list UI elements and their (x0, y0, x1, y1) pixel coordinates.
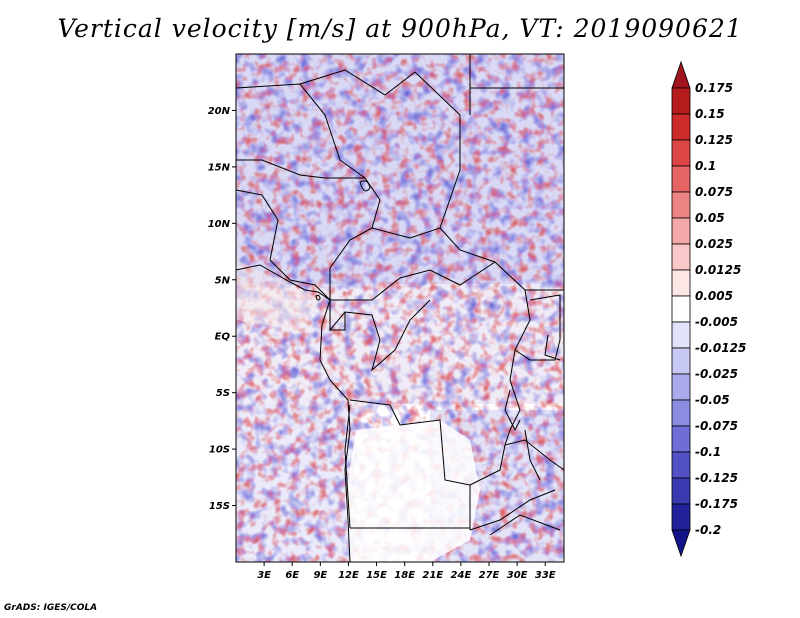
colorbar-swatch (671, 373, 691, 401)
lat-label: 5S (216, 388, 230, 399)
lon-label: 15E (366, 570, 387, 581)
colorbar-label: -0.1 (695, 445, 721, 459)
colorbar-label: 0.175 (695, 81, 733, 95)
map-title: Vertical velocity [m/s] at 900hPa, VT: 2… (57, 14, 743, 43)
colorbar-label: 0.1 (695, 159, 716, 173)
colorbar-swatch (671, 321, 691, 349)
lon-label: 18E (394, 570, 415, 581)
colorbar-swatch (671, 295, 691, 323)
colorbar-label: 0.125 (695, 133, 733, 147)
colorbar-swatch (671, 191, 691, 219)
plot-frame (235, 53, 565, 563)
colorbar-label: -0.075 (695, 419, 738, 433)
colorbar-swatch (671, 451, 691, 479)
colorbar-label: 0.15 (695, 107, 725, 121)
lon-label: 21E (422, 570, 443, 581)
lat-label: 15S (209, 501, 230, 512)
colorbar-swatch (671, 347, 691, 375)
colorbar-swatch (671, 399, 691, 427)
lon-label: 6E (285, 570, 299, 581)
longitude-labels: 3E 6E 9E 12E 15E 18E 21E 24E 27E 30E 33E (257, 562, 556, 581)
colorbar-swatch (671, 139, 691, 167)
lon-label: 24E (451, 570, 472, 581)
colorbar-swatch (671, 529, 691, 558)
colorbar-label: -0.025 (695, 367, 738, 381)
colorbar-label: 0.0125 (695, 263, 741, 277)
colorbar-label: -0.005 (695, 315, 738, 329)
lat-label: 10N (208, 219, 231, 230)
lon-label: 30E (507, 570, 528, 581)
colorbar-swatch (671, 503, 691, 531)
colorbar-swatch (671, 87, 691, 115)
colorbar-swatch (671, 60, 691, 89)
colorbar-label: -0.2 (695, 523, 721, 537)
lon-label: 9E (313, 570, 327, 581)
grads-credit: GrADS: IGES/COLA (4, 603, 98, 613)
colorbar: 0.175 0.15 0.125 0.1 0.075 0.05 0.025 0.0125 0.0… (671, 60, 746, 558)
colorbar-label: -0.05 (695, 393, 730, 407)
lon-label: 33E (535, 570, 556, 581)
colorbar-swatch (671, 269, 691, 297)
latitude-labels: 20N 15N 10N 5N EQ 5S 10S 15S (208, 106, 236, 512)
colorbar-swatch (671, 217, 691, 245)
lat-label: 15N (208, 162, 231, 173)
lat-label: 5N (215, 275, 231, 286)
colorbar-label: 0.005 (695, 289, 733, 303)
colorbar-swatch (671, 165, 691, 193)
colorbar-label: -0.0125 (695, 341, 746, 355)
colorbar-label: 0.05 (695, 211, 725, 225)
lat-label: 20N (208, 106, 231, 117)
country-borders (235, 54, 565, 563)
colorbar-swatch (671, 425, 691, 453)
colorbar-label: -0.125 (695, 471, 738, 485)
colorbar-label: 0.025 (695, 237, 733, 251)
lat-label: EQ (215, 332, 231, 343)
colorbar-swatch (671, 477, 691, 505)
colorbar-swatch (671, 113, 691, 141)
colorbar-label: -0.175 (695, 497, 738, 511)
colorbar-label: 0.075 (695, 185, 733, 199)
colorbar-swatch (671, 243, 691, 271)
lon-label: 12E (338, 570, 359, 581)
vertical-velocity-field (236, 54, 564, 562)
lon-label: 3E (257, 570, 271, 581)
lon-label: 27E (479, 570, 500, 581)
lat-label: 10S (209, 445, 230, 456)
